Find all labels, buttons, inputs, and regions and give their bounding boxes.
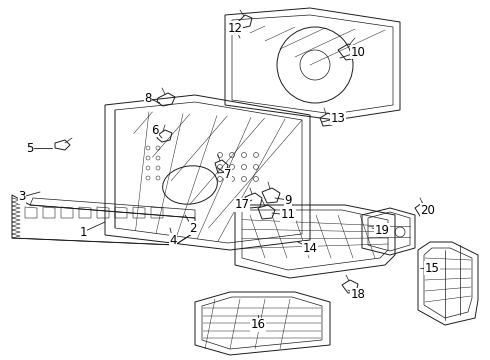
- Text: 20: 20: [420, 203, 436, 216]
- Text: 13: 13: [331, 112, 345, 125]
- Text: 14: 14: [302, 242, 318, 255]
- Text: 12: 12: [227, 22, 243, 35]
- Text: 17: 17: [235, 198, 249, 211]
- Text: 7: 7: [224, 168, 232, 181]
- Text: 3: 3: [18, 190, 25, 203]
- Text: 16: 16: [250, 319, 266, 332]
- Text: 2: 2: [189, 221, 197, 234]
- Text: 18: 18: [350, 288, 366, 302]
- Text: 6: 6: [151, 123, 159, 136]
- Text: 15: 15: [424, 261, 440, 274]
- Text: 11: 11: [280, 208, 295, 221]
- Text: 4: 4: [169, 234, 177, 247]
- Text: 5: 5: [26, 141, 34, 154]
- Text: 9: 9: [284, 194, 292, 207]
- Text: 1: 1: [79, 225, 87, 238]
- Text: 10: 10: [350, 45, 366, 58]
- Text: 19: 19: [374, 224, 390, 237]
- Text: 8: 8: [145, 91, 152, 104]
